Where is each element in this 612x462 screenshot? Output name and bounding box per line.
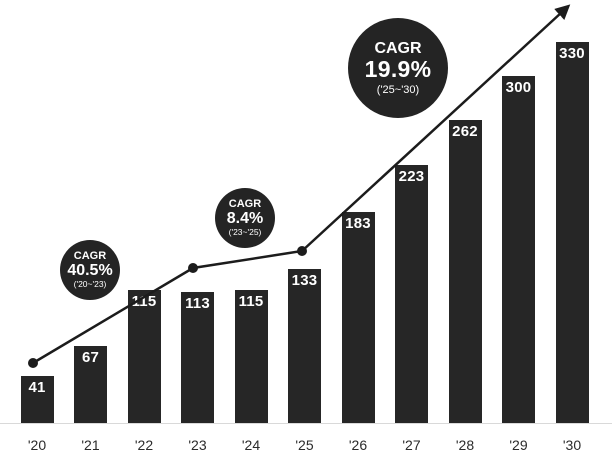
bar-value-label: 183: [345, 215, 371, 232]
trend-dot-20: [28, 358, 38, 368]
bar-24: 115: [234, 290, 268, 423]
bar-21: 67: [74, 346, 107, 423]
bar-26: 183: [341, 212, 375, 423]
bar-value-label: 67: [81, 349, 100, 366]
x-tick-label-27: '27: [402, 437, 421, 453]
bar-20: 41: [20, 376, 54, 423]
bar-value-label: 300: [505, 79, 532, 96]
cagr-label: CAGR: [73, 250, 107, 263]
bar-value-label: 113: [185, 295, 210, 312]
x-tick-label-28: '28: [455, 437, 475, 453]
x-tick-label-24: '24: [241, 437, 261, 453]
cagr-bubble-20-23: CAGR 40.5% ('20~'23): [60, 240, 120, 300]
x-tick-label-29: '29: [509, 437, 528, 453]
x-tick-label-30: '30: [562, 437, 582, 453]
cagr-period: ('25~'30): [376, 84, 420, 97]
bar-value-label: 223: [398, 168, 425, 185]
bar-value-label: 330: [559, 45, 585, 62]
bar-23: 113: [181, 292, 214, 423]
bar-value-label: 41: [28, 379, 46, 396]
cagr-label: CAGR: [374, 39, 422, 57]
x-tick-label-26: '26: [348, 437, 368, 453]
x-tick-label-20: '20: [27, 437, 47, 453]
x-axis-ticks: '20 '21 '22 '23 '24 '25 '26 '27 '28 '29 '30: [0, 437, 612, 457]
bar-value-label: 262: [452, 123, 478, 140]
cagr-bubble-25-30: CAGR 19.9% ('25~'30): [348, 18, 448, 118]
x-tick-label-22: '22: [134, 437, 154, 453]
bar-30: 330: [555, 42, 589, 423]
bar-value-label: 133: [291, 272, 318, 289]
x-tick-label-21: '21: [81, 437, 100, 453]
bar-27: 223: [395, 165, 428, 423]
cagr-value: 19.9%: [364, 56, 432, 83]
bar-22: 115: [127, 290, 161, 423]
x-tick-label-23: '23: [188, 437, 207, 453]
cagr-period: ('20~'23): [73, 279, 107, 290]
bar-value-label: 115: [131, 293, 157, 310]
cagr-bubble-23-25: CAGR 8.4% ('23~'25): [215, 188, 275, 248]
bar-29: 300: [502, 76, 535, 423]
bar-25: 133: [288, 269, 321, 423]
cagr-label: CAGR: [228, 198, 262, 211]
x-tick-label-25: '25: [295, 437, 314, 453]
cagr-period: ('23~'25): [228, 227, 262, 238]
bar-value-label: 115: [238, 293, 264, 310]
cagr-value: 8.4%: [226, 210, 264, 228]
bar-28: 262: [448, 120, 482, 423]
trend-dot-25: [297, 246, 307, 256]
x-axis-line: [0, 423, 612, 424]
trend-dot-23: [188, 263, 198, 273]
cagr-value: 40.5%: [67, 262, 113, 280]
